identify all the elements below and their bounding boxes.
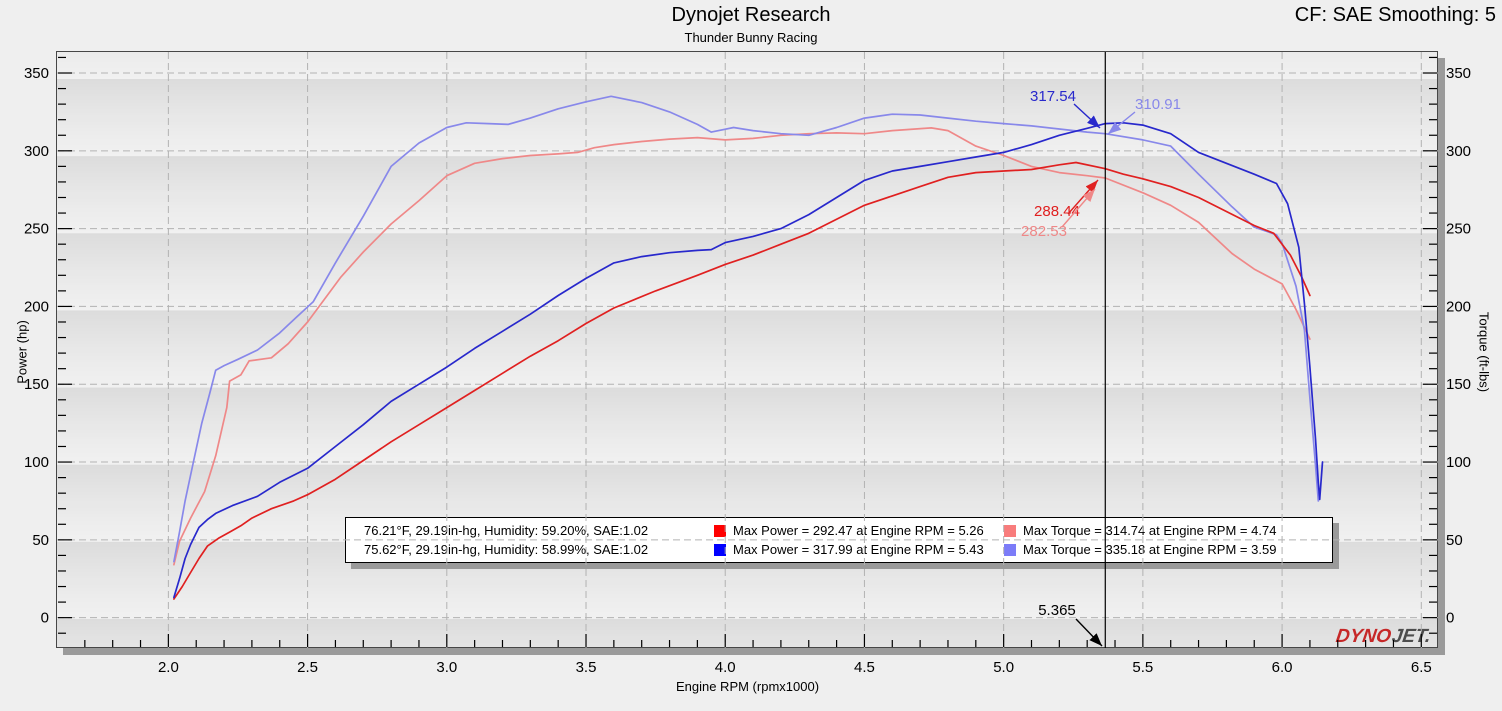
- svg-text:0: 0: [1446, 610, 1454, 627]
- svg-text:3.0: 3.0: [436, 659, 457, 676]
- run2-environment: 75.62°F, 29.19in-hg, Humidity: 58.99%, S…: [364, 542, 649, 557]
- svg-text:50: 50: [32, 532, 49, 549]
- page-subtitle: Thunder Bunny Racing: [684, 30, 818, 45]
- svg-text:6.0: 6.0: [1272, 659, 1293, 676]
- page-title: Dynojet Research: [671, 4, 831, 26]
- svg-text:4.5: 4.5: [854, 659, 875, 676]
- svg-text:250: 250: [24, 221, 49, 238]
- run1-environment: 76.21°F, 29.19in-hg, Humidity: 59.20%, S…: [364, 523, 649, 538]
- run2-power-swatch-icon: [714, 543, 726, 556]
- dynojet-logo-jet: JET.: [1390, 626, 1433, 647]
- dynojet-logo: DYNOJET.: [1334, 626, 1433, 648]
- legend-box: 76.21°F, 29.19in-hg, Humidity: 59.20%, S…: [345, 517, 1333, 563]
- run1-max-torque: Max Torque = 314.74 at Engine RPM = 4.74: [1023, 523, 1277, 538]
- svg-text:300: 300: [1446, 143, 1471, 160]
- y-axis-right-title: Torque (ft-lbs): [1476, 311, 1492, 393]
- run2-torque-swatch-icon: [1004, 543, 1016, 556]
- svg-text:100: 100: [1446, 454, 1471, 471]
- svg-text:4.0: 4.0: [715, 659, 736, 676]
- svg-text:50: 50: [1446, 532, 1463, 549]
- x-axis-title: Engine RPM (rpmx1000): [675, 679, 820, 694]
- y-axis-left-title: Power (hp): [14, 320, 30, 384]
- svg-text:5.5: 5.5: [1132, 659, 1153, 676]
- legend-row-run2: 75.62°F, 29.19in-hg, Humidity: 58.99%, S…: [346, 540, 1332, 559]
- svg-text:300: 300: [24, 143, 49, 160]
- correction-factor-label: CF: SAE Smoothing: 5: [1294, 4, 1496, 26]
- svg-text:100: 100: [24, 454, 49, 471]
- svg-text:6.5: 6.5: [1411, 659, 1432, 676]
- dynojet-logo-dyno: DYNO: [1334, 626, 1393, 647]
- svg-text:0: 0: [41, 610, 49, 627]
- run1-torque-swatch-icon: [1004, 524, 1016, 537]
- svg-text:150: 150: [1446, 376, 1471, 393]
- svg-text:2.0: 2.0: [158, 659, 179, 676]
- legend-row-run1: 76.21°F, 29.19in-hg, Humidity: 59.20%, S…: [346, 521, 1332, 540]
- svg-text:250: 250: [1446, 221, 1471, 238]
- run1-power-swatch-icon: [714, 524, 726, 537]
- svg-text:3.5: 3.5: [576, 659, 597, 676]
- svg-text:350: 350: [24, 65, 49, 82]
- run2-max-power: Max Power = 317.99 at Engine RPM = 5.43: [733, 542, 984, 557]
- svg-text:5.0: 5.0: [993, 659, 1014, 676]
- svg-text:200: 200: [1446, 298, 1471, 315]
- svg-text:350: 350: [1446, 65, 1471, 82]
- run1-max-power: Max Power = 292.47 at Engine RPM = 5.26: [733, 523, 984, 538]
- run2-max-torque: Max Torque = 335.18 at Engine RPM = 3.59: [1023, 542, 1277, 557]
- svg-text:2.5: 2.5: [297, 659, 318, 676]
- svg-text:200: 200: [24, 298, 49, 315]
